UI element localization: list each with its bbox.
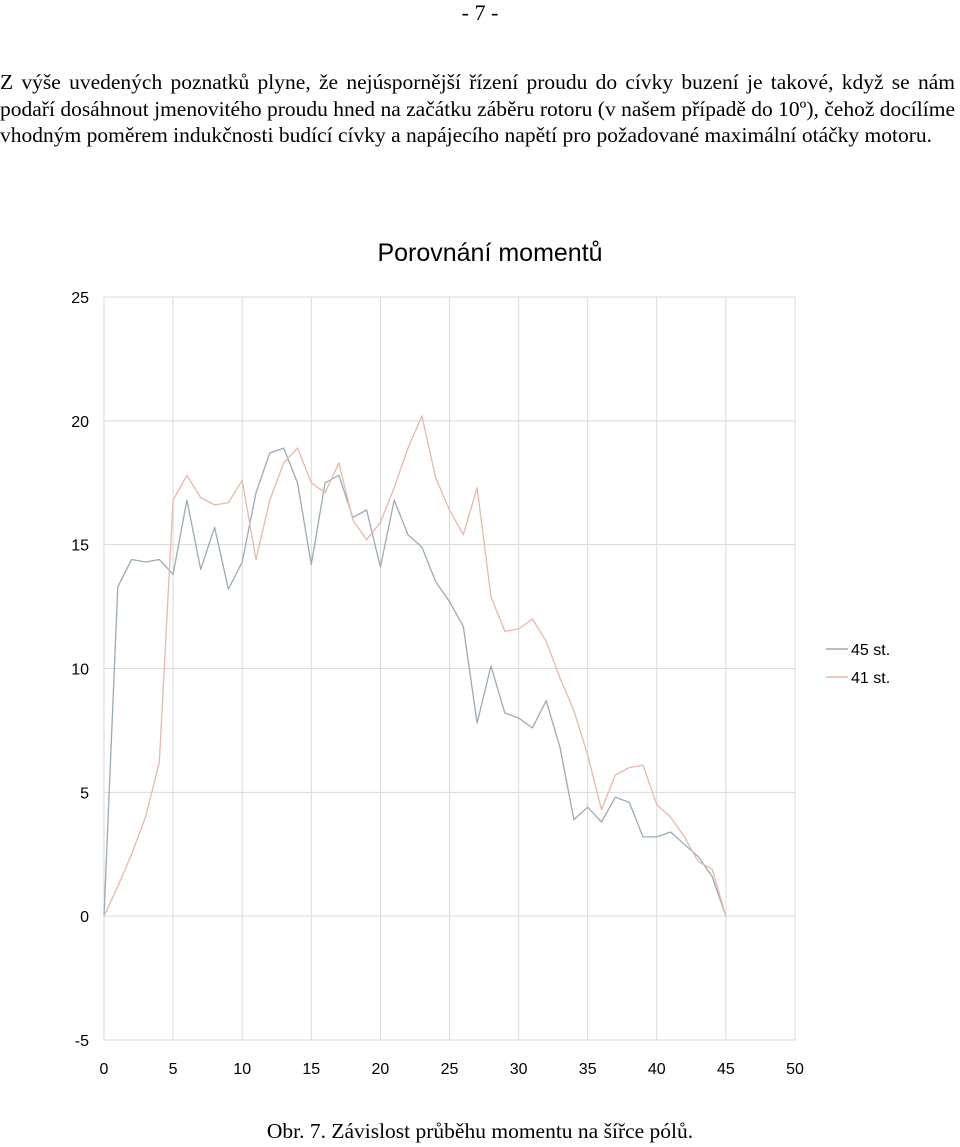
y-tick-label: 15 — [71, 538, 89, 555]
x-tick-label: 15 — [302, 1061, 320, 1078]
x-axis-ticks: 0 5 10 15 20 25 30 35 40 45 50 — [100, 1061, 804, 1078]
x-tick-label: 50 — [786, 1061, 804, 1078]
x-tick-label: 20 — [372, 1061, 390, 1078]
x-tick-label: 5 — [169, 1061, 178, 1078]
chart-legend: 45 st. 41 st. — [826, 642, 890, 687]
plot-area — [103, 296, 796, 1041]
x-tick-label: 10 — [233, 1061, 251, 1078]
legend-label-2: 41 st. — [851, 670, 890, 687]
chart-title: Porovnání momentů — [377, 239, 602, 267]
y-tick-label: -5 — [75, 1033, 89, 1050]
y-tick-label: 10 — [71, 662, 89, 679]
chart-grid — [103, 296, 796, 1041]
x-tick-label: 40 — [648, 1061, 666, 1078]
x-tick-label: 45 — [717, 1061, 735, 1078]
y-tick-label: 20 — [71, 414, 89, 431]
series-line-2 — [103, 415, 727, 917]
torque-comparison-chart: 0 5 10 15 20 25 30 35 40 45 50 -5 0 5 10 15 20 25 Porovn… — [0, 225, 960, 1095]
chart-series — [103, 415, 727, 917]
chart-canvas: 0 5 10 15 20 25 30 35 40 45 50 -5 0 5 10 15 20 25 Porovn… — [71, 239, 890, 1078]
legend-label-1: 45 st. — [851, 642, 890, 659]
y-tick-label: 5 — [80, 785, 89, 802]
x-tick-label: 30 — [510, 1061, 528, 1078]
x-tick-label: 25 — [441, 1061, 459, 1078]
y-axis-ticks: -5 0 5 10 15 20 25 — [71, 290, 89, 1050]
x-tick-label: 35 — [579, 1061, 597, 1078]
y-tick-label: 0 — [80, 909, 89, 926]
page-number: - 7 - — [461, 0, 499, 25]
body-paragraph: Z výše uvedených poznatků plyne, že nejú… — [0, 70, 955, 147]
series-line-1 — [103, 447, 727, 917]
x-tick-label: 0 — [100, 1061, 109, 1078]
y-tick-label: 25 — [71, 290, 89, 307]
figure-caption: Obr. 7. Závislost průběhu momentu na šíř… — [266, 1119, 694, 1143]
